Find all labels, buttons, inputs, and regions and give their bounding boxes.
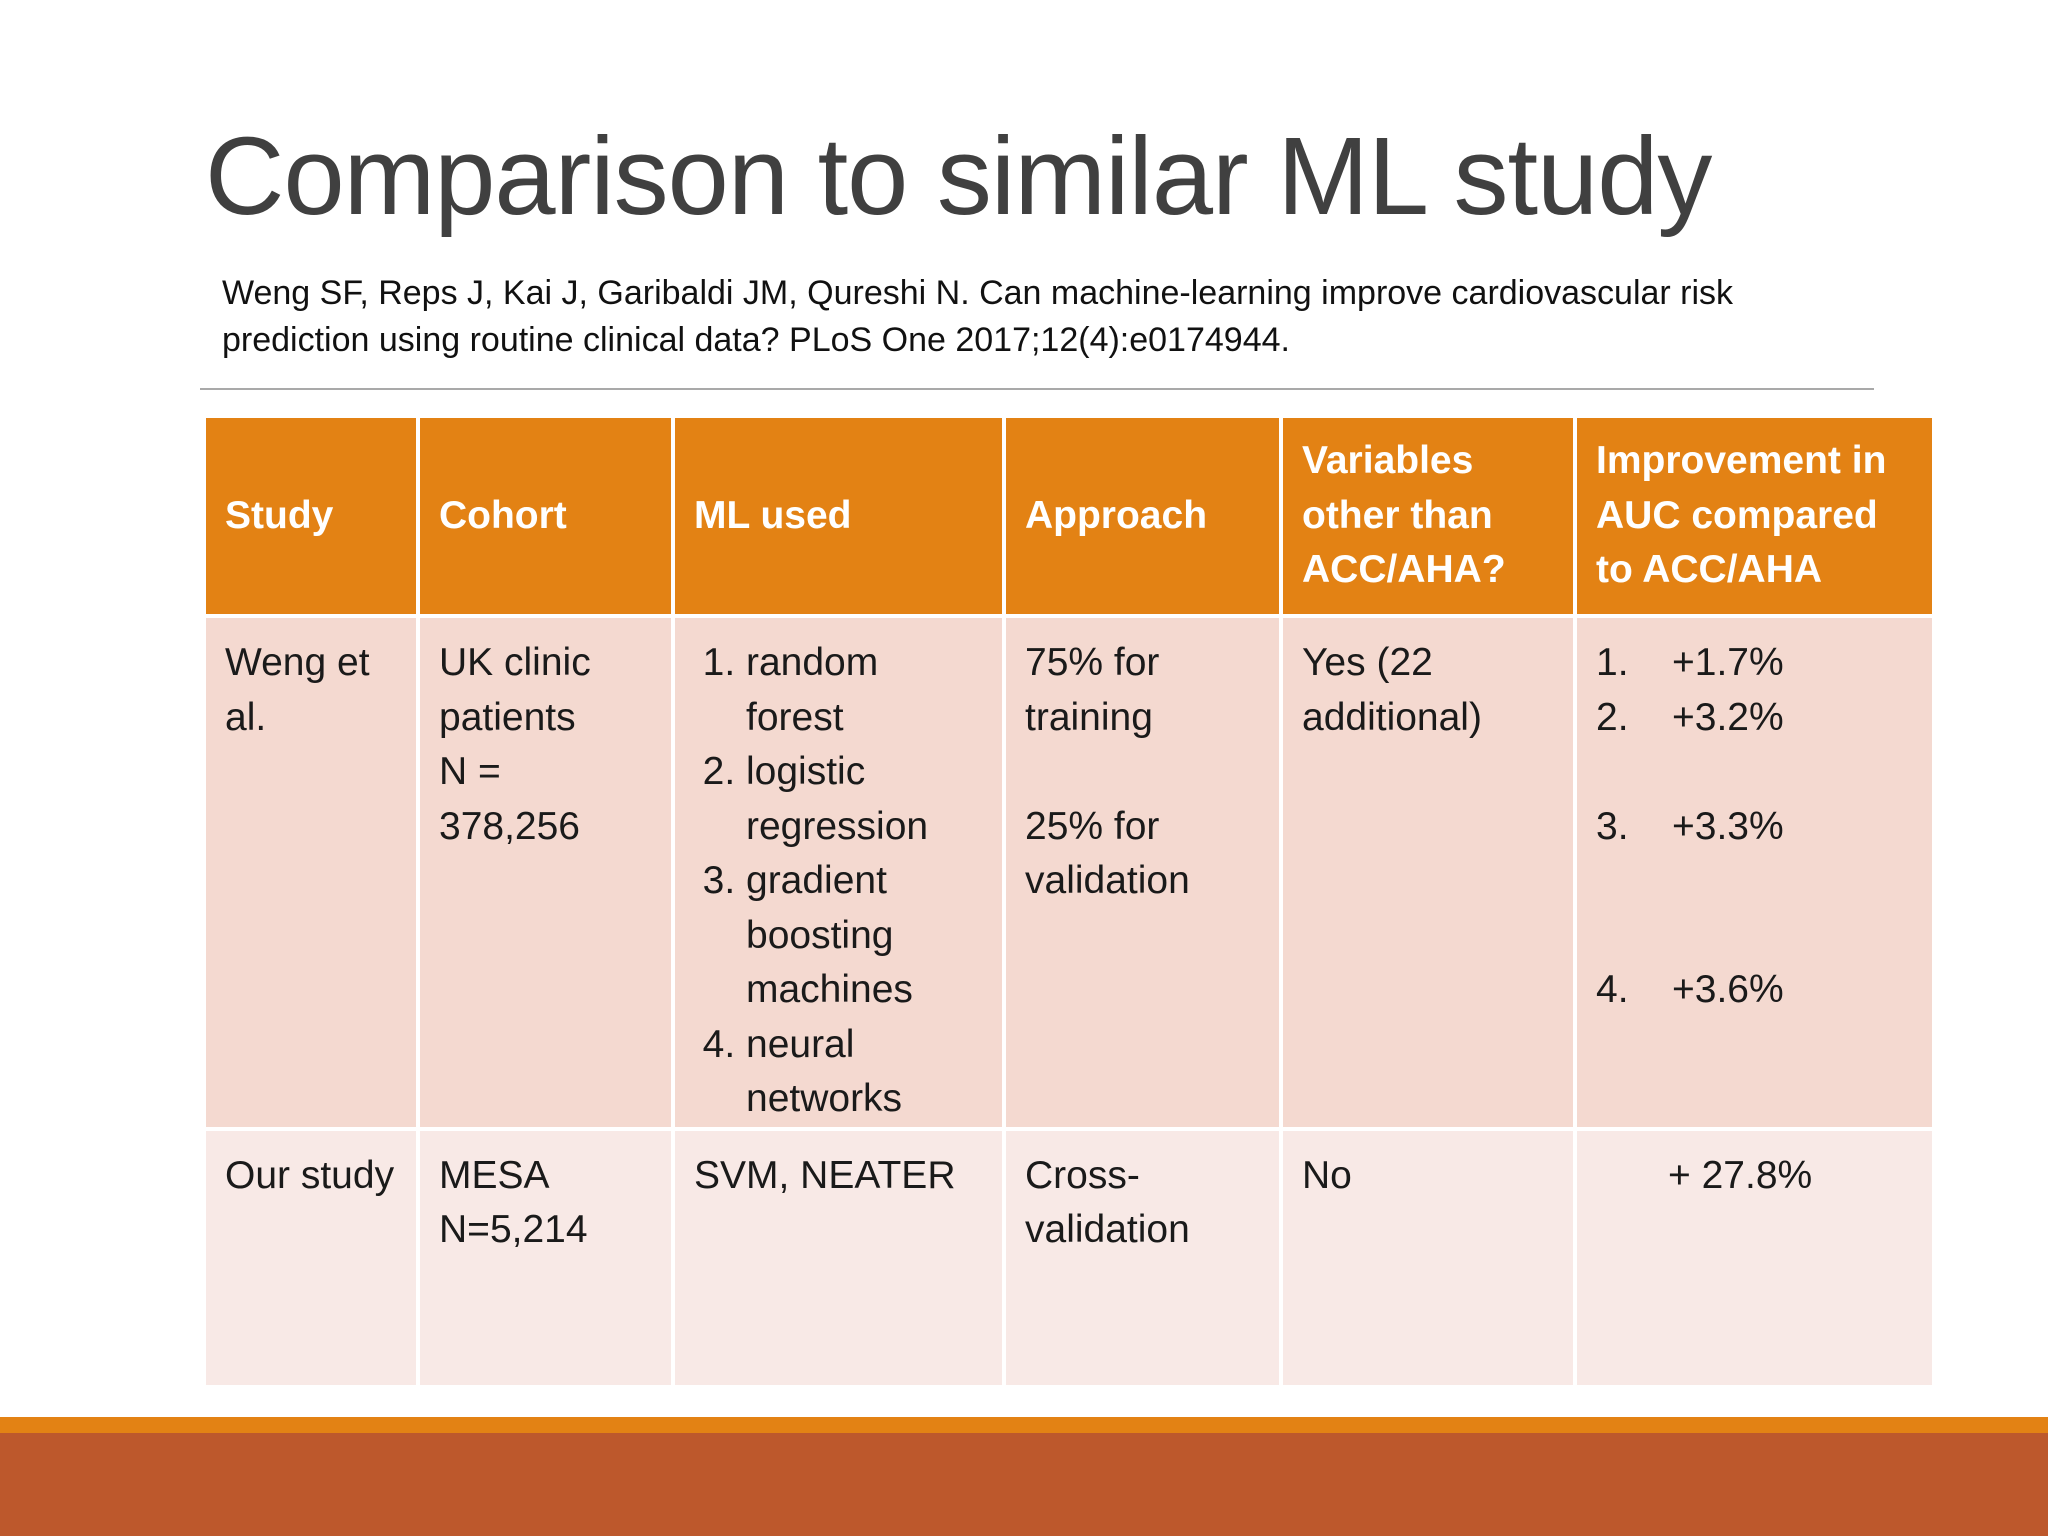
citation-text: Weng SF, Reps J, Kai J, Garibaldi JM, Qu… bbox=[222, 274, 1734, 359]
approach-training: 75% for training bbox=[1025, 641, 1160, 739]
divider-line bbox=[200, 388, 1874, 390]
list-item: random forest bbox=[746, 636, 983, 745]
header-ml-used: ML used bbox=[671, 414, 1006, 618]
footer-band-rust bbox=[0, 1433, 2048, 1536]
spacer bbox=[1596, 909, 1913, 964]
item-number: 2. bbox=[1596, 695, 1629, 739]
cell-ml-used: SVM, NEATER bbox=[671, 1126, 1006, 1389]
variables-value: No bbox=[1302, 1153, 1352, 1197]
cell-variables: Yes (22 additional) bbox=[1279, 614, 1577, 1131]
list-item: 3. +3.3% bbox=[1596, 800, 1913, 855]
item-number: 3. bbox=[1596, 804, 1629, 848]
spacer bbox=[1596, 745, 1913, 800]
list-item: 2. +3.2% bbox=[1596, 691, 1913, 746]
cohort-description: MESA bbox=[439, 1153, 550, 1197]
cell-ml-used: random forest logistic regression gradie… bbox=[671, 614, 1006, 1131]
footer-band-orange bbox=[0, 1417, 2048, 1433]
item-value: +3.6% bbox=[1672, 968, 1784, 1011]
list-item: logistic regression bbox=[746, 745, 983, 854]
slide-title: Comparison to similar ML study bbox=[205, 115, 1712, 238]
study-name: Our study bbox=[225, 1153, 395, 1197]
ml-methods-list: random forest logistic regression gradie… bbox=[694, 636, 983, 1127]
list-item: 1. +1.7% bbox=[1596, 636, 1913, 691]
header-study: Study bbox=[202, 414, 420, 618]
list-item: gradient boosting machines bbox=[746, 854, 983, 1018]
item-value: +1.7% bbox=[1672, 641, 1784, 684]
comparison-table: Study Cohort ML used Approach Variables … bbox=[202, 414, 1936, 1389]
item-number: 1. bbox=[1596, 641, 1629, 684]
variables-value: Yes (22 additional) bbox=[1302, 641, 1482, 739]
header-improvement: Improvement in AUC compared to ACC/AHA bbox=[1573, 414, 1936, 618]
table-header-row: Study Cohort ML used Approach Variables … bbox=[202, 414, 1936, 618]
list-item: 4. +3.6% bbox=[1596, 963, 1913, 1018]
cell-variables: No bbox=[1279, 1126, 1577, 1389]
header-approach: Approach bbox=[1002, 414, 1283, 618]
approach-value: Cross-validation bbox=[1025, 1153, 1190, 1252]
item-number: 4. bbox=[1596, 968, 1629, 1011]
table-row: Our study MESA N=5,214 SVM, NEATER Cross… bbox=[202, 1126, 1936, 1389]
cell-cohort: MESA N=5,214 bbox=[416, 1126, 675, 1389]
item-value: +3.3% bbox=[1672, 804, 1784, 848]
cell-approach: 75% for training 25% for validation bbox=[1002, 614, 1283, 1131]
improvement-value: + 27.8% bbox=[1668, 1153, 1813, 1197]
item-value: +3.2% bbox=[1672, 695, 1784, 739]
header-variables: Variables other than ACC/AHA? bbox=[1279, 414, 1577, 618]
ml-methods: SVM, NEATER bbox=[694, 1153, 956, 1197]
cohort-size: N=5,214 bbox=[439, 1208, 588, 1251]
cell-approach: Cross-validation bbox=[1002, 1126, 1283, 1389]
spacer bbox=[1596, 854, 1913, 909]
cell-improvement: + 27.8% bbox=[1573, 1126, 1936, 1389]
cell-study: Our study bbox=[202, 1126, 420, 1389]
cell-improvement: 1. +1.7% 2. +3.2% 3. +3.3% 4. bbox=[1573, 614, 1936, 1131]
cohort-description: UK clinic patients bbox=[439, 641, 591, 739]
cohort-size: N = 378,256 bbox=[439, 750, 580, 848]
list-item: neural networks bbox=[746, 1018, 983, 1127]
cell-study: Weng et al. bbox=[202, 614, 420, 1131]
header-cohort: Cohort bbox=[416, 414, 675, 618]
study-name: Weng et al. bbox=[225, 641, 370, 739]
table-row: Weng et al. UK clinic patients N = 378,2… bbox=[202, 614, 1936, 1131]
approach-validation: 25% for validation bbox=[1025, 804, 1190, 903]
cell-cohort: UK clinic patients N = 378,256 bbox=[416, 614, 675, 1131]
spacer bbox=[1025, 745, 1260, 800]
